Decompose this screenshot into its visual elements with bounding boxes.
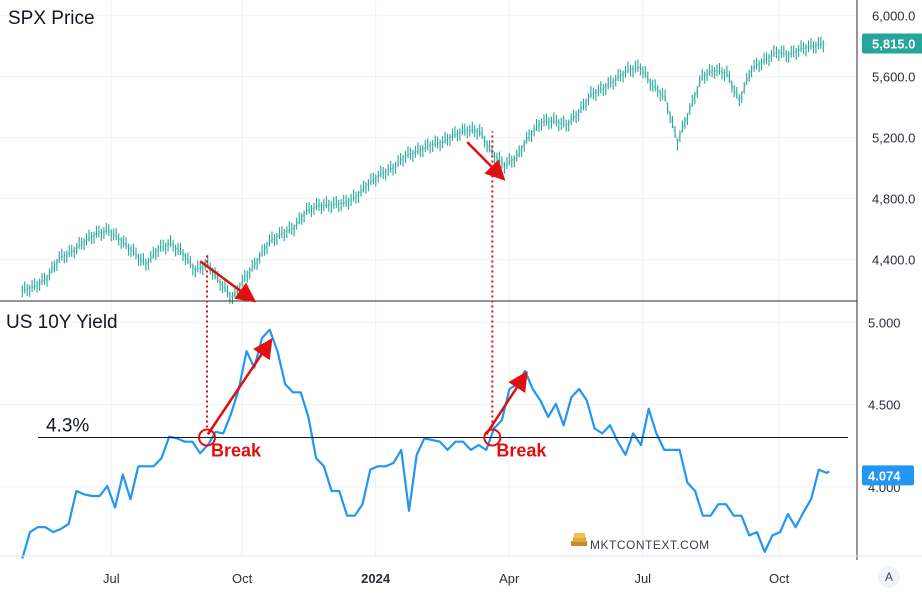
spx-tick-label: 4,800.0: [872, 192, 915, 207]
spx-pane-title: SPX Price: [8, 8, 95, 29]
spx-tick-label: 6,000.0: [872, 8, 915, 23]
time-tick-label: Jul: [103, 571, 120, 586]
time-tick-label: Jul: [634, 571, 651, 586]
auto-scale-label: A: [885, 570, 893, 584]
watermark-text: MKTCONTEXT.COM: [590, 538, 710, 552]
yield-line: [21, 328, 830, 559]
yield-last-value-text: 4.074: [868, 468, 901, 483]
break-label: Break: [211, 441, 262, 461]
watermark: MKTCONTEXT.COM: [571, 533, 710, 552]
auto-scale-button[interactable]: A: [878, 566, 900, 588]
spx-down-arrow: [199, 260, 257, 303]
spx-last-value-text: 5,815.0: [872, 37, 915, 52]
support-level-label: 4.3%: [46, 416, 89, 437]
spx-price-series: [21, 36, 826, 304]
yield-up-arrow: [485, 370, 528, 435]
annotations: 4.3% Break Break: [38, 131, 848, 461]
watermark-logo-icon: [571, 533, 587, 546]
spx-tick-label: 5,200.0: [872, 131, 915, 146]
grid-lines: [0, 0, 857, 556]
time-tick-label: Oct: [232, 571, 253, 586]
time-axis[interactable]: Jul Oct 2024 Apr Jul Oct: [103, 571, 790, 586]
break-circle: [198, 428, 217, 447]
spx-down-arrow: [466, 141, 506, 181]
time-tick-label: 2024: [361, 571, 391, 586]
yield-tick-label: 4.500: [868, 398, 901, 413]
yield-last-value-badge: [862, 465, 914, 486]
spx-tick-label: 4,400.0: [872, 253, 915, 268]
yield-tick-label: 5.000: [868, 315, 901, 330]
time-tick-label: Oct: [769, 571, 790, 586]
price-axis[interactable]: 6,000.0 5,600.0 5,200.0 4,800.0 4,400.0 5.000…: [862, 8, 922, 495]
break-label: Break: [496, 441, 547, 461]
break-circle: [483, 428, 502, 447]
yield-series: [21, 328, 830, 559]
time-tick-label: Apr: [499, 571, 520, 586]
spx-last-value-badge: [862, 33, 922, 54]
spx-tick-label: 5,600.0: [872, 69, 915, 84]
yield-pane-title: US 10Y Yield: [6, 312, 118, 333]
yield-up-arrow: [206, 337, 273, 435]
